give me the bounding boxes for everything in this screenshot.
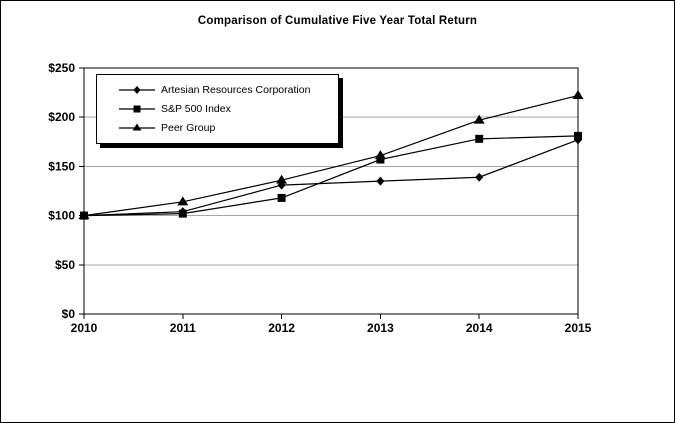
- marker-diamond-icon: [376, 176, 385, 186]
- marker-square-icon: [376, 155, 385, 164]
- marker-square-icon: [574, 131, 582, 140]
- legend-square-marker-icon: [119, 105, 155, 113]
- legend-item: S&P 500 Index: [119, 100, 338, 118]
- marker-triangle-icon: [572, 90, 584, 100]
- legend-item: Peer Group: [119, 119, 338, 137]
- marker-square-icon: [178, 209, 187, 218]
- marker-triangle-icon: [374, 150, 386, 160]
- marker-square-icon: [475, 134, 484, 143]
- x-tick-label: 2014: [466, 321, 493, 335]
- plot-border: [83, 67, 579, 315]
- series-line-square: [83, 135, 579, 217]
- marker-triangle-icon: [132, 123, 142, 131]
- y-tick-label: $0: [62, 307, 76, 321]
- x-tick-label: 2012: [268, 321, 295, 335]
- marker-diamond-icon: [133, 85, 141, 94]
- marker-triangle-icon: [473, 114, 485, 124]
- legend-item-label: S&P 500 Index: [161, 102, 231, 115]
- series-line-diamond: [83, 139, 579, 217]
- marker-triangle-icon: [177, 196, 189, 206]
- marker-diamond-icon: [475, 172, 484, 182]
- series-line-triangle: [83, 94, 579, 217]
- marker-triangle-icon: [276, 174, 288, 184]
- legend-item-label: Peer Group: [161, 122, 216, 135]
- legend-item: Artesian Resources Corporation: [119, 81, 338, 99]
- x-tick-label: 2015: [565, 321, 592, 335]
- marker-triangle-icon: [78, 210, 90, 220]
- x-tick-label: 2010: [71, 321, 98, 335]
- legend-box: Artesian Resources Corporation S&P 500 I…: [96, 74, 339, 144]
- legend-triangle-marker-icon: [119, 123, 155, 131]
- legend-diamond-marker-icon: [119, 85, 155, 94]
- chart-title: Comparison of Cumulative Five Year Total…: [197, 15, 478, 27]
- legend-item-label: Artesian Resources Corporation: [161, 83, 311, 96]
- y-tick-label: $250: [48, 61, 75, 75]
- y-tick-label: $100: [48, 209, 75, 223]
- x-tick-label: 2013: [367, 321, 394, 335]
- y-tick-label: $200: [48, 110, 75, 124]
- marker-square-icon: [133, 105, 141, 113]
- x-tick-label: 2011: [170, 321, 196, 335]
- y-tick-label: $50: [55, 258, 75, 272]
- y-tick-label: $150: [48, 159, 75, 173]
- marker-square-icon: [277, 193, 286, 202]
